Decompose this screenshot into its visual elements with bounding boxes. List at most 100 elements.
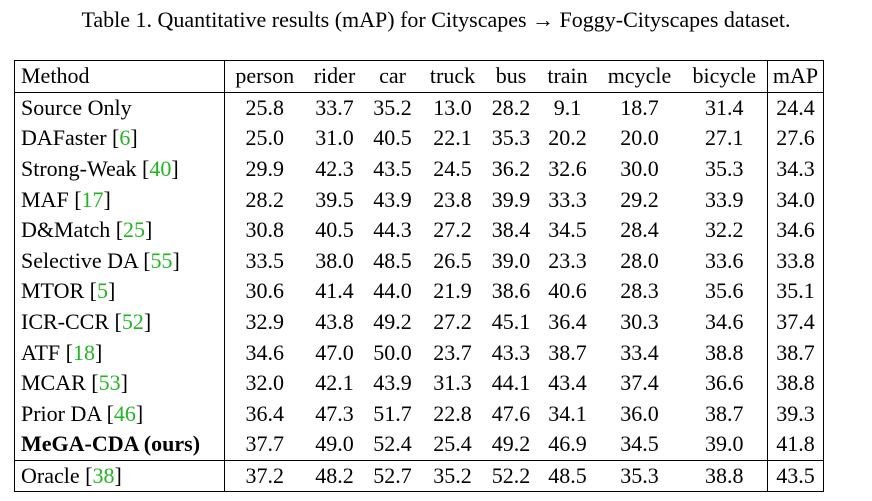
- results-table: Method person rider car truck bus train mcycle b…: [14, 60, 824, 493]
- value-cell-truck: 22.8: [433, 400, 472, 426]
- value-cell-person: 25.8: [245, 94, 285, 120]
- method-name: MTOR: [21, 278, 85, 304]
- value-cell-person: 25.0: [245, 125, 285, 151]
- value-cell-bus: 38.4: [491, 217, 531, 243]
- value-cell-car: 40.5: [373, 125, 412, 151]
- value-cell-car: 52.4: [373, 431, 412, 457]
- value-cell-rider: 40.5: [315, 217, 354, 243]
- method-cell: Oracle [38]: [14, 459, 225, 492]
- value-cell-map: 33.8: [776, 247, 815, 273]
- table-row: DAFaster [6] 25.0 31.0 40.5 22.1 35.3 20.2 20.0…: [14, 123, 824, 154]
- citation-link[interactable]: 38: [92, 463, 115, 489]
- method-cell: Source Only: [14, 92, 225, 124]
- method-cell: Strong-Weak [40]: [14, 153, 225, 185]
- value-cell-mcycle: 33.4: [620, 339, 659, 365]
- method-name: Strong-Weak: [21, 156, 137, 182]
- citation-link[interactable]: 6: [119, 125, 131, 151]
- value-cell-map: 38.7: [776, 339, 815, 365]
- value-cell-bicycle: 27.1: [681, 123, 768, 154]
- column-header-mcycle: mcycle: [597, 60, 682, 93]
- citation-link[interactable]: 18: [72, 339, 95, 365]
- value-cell-map: 41.8: [776, 431, 815, 457]
- value-cell-rider: 31.0: [315, 125, 354, 151]
- column-header-car: car: [364, 60, 421, 93]
- value-cell-rider: 43.8: [315, 309, 354, 335]
- value-cell-train: 32.6: [548, 156, 587, 182]
- citation-link[interactable]: 55: [150, 247, 173, 273]
- citation-link[interactable]: 40: [149, 156, 172, 182]
- value-cell-bicycle: 36.6: [681, 367, 768, 399]
- value-cell-train: 38.7: [548, 339, 587, 365]
- method-cell: Prior DA [46]: [14, 398, 225, 430]
- value-cell-person: 37.2: [224, 459, 305, 492]
- column-header-truck: truck: [420, 60, 485, 93]
- value-cell-train: 9.1: [553, 94, 582, 120]
- value-cell-bicycle: 39.0: [681, 429, 768, 461]
- citation-link[interactable]: 17: [81, 186, 104, 212]
- method-cell: MAF [17]: [14, 184, 225, 215]
- column-header-map: mAP: [767, 60, 824, 93]
- table-row: MTOR [5] 30.6 41.4 44.0 21.9 38.6 40.6 28.3 35.6…: [14, 276, 824, 307]
- citation-link[interactable]: 25: [123, 217, 146, 243]
- value-cell-person: 30.8: [245, 217, 285, 243]
- method-cell: ICR-CCR [52]: [14, 306, 225, 338]
- value-cell-person: 29.9: [245, 156, 285, 182]
- value-cell-rider: 49.0: [315, 431, 354, 457]
- value-cell-car: 35.2: [373, 94, 412, 120]
- value-cell-map: 38.8: [776, 370, 815, 396]
- method-name: ICR-CCR: [21, 309, 110, 335]
- value-cell-bus: 35.3: [491, 125, 531, 151]
- value-cell-map: 37.4: [776, 309, 815, 335]
- value-cell-bus: 45.1: [491, 309, 531, 335]
- value-cell-truck: 22.1: [433, 125, 472, 151]
- value-cell-bicycle: 38.8: [681, 459, 768, 492]
- column-header-person: person: [224, 60, 305, 93]
- method-cell: MeGA-CDA (ours): [14, 429, 225, 461]
- value-cell-truck: 26.5: [433, 247, 472, 273]
- value-cell-train: 34.1: [548, 400, 587, 426]
- value-cell-bus: 47.6: [491, 400, 531, 426]
- table-row: MCAR [53] 32.0 42.1 43.9 31.3 44.1 43.4 37.4 36.…: [14, 367, 824, 399]
- value-cell-bus: 39.0: [491, 247, 531, 273]
- citation-link[interactable]: 53: [98, 370, 121, 396]
- value-cell-truck: 25.4: [433, 431, 472, 457]
- value-cell-mcycle: 36.0: [620, 400, 659, 426]
- value-cell-person: 28.2: [245, 186, 285, 212]
- value-cell-bus: 38.6: [491, 278, 531, 304]
- value-cell-map: 34.6: [776, 217, 815, 243]
- value-cell-mcycle: 28.0: [620, 247, 659, 273]
- method-name: D&Match: [21, 217, 111, 243]
- table-body: Source Only 25.8 33.7 35.2 13.0 28.2 9.1 18.7 31…: [14, 92, 824, 492]
- value-cell-truck: 27.2: [433, 217, 472, 243]
- value-cell-map: 24.4: [776, 94, 815, 120]
- citation-link[interactable]: 5: [97, 278, 108, 304]
- value-cell-mcycle: 18.7: [620, 94, 659, 120]
- value-cell-bus: 43.3: [491, 339, 531, 365]
- value-cell-person: 34.6: [245, 339, 285, 365]
- value-cell-car: 44.3: [373, 217, 412, 243]
- value-cell-car: 43.9: [373, 186, 412, 212]
- value-cell-map: 27.6: [776, 125, 815, 151]
- value-cell-car: 51.7: [373, 400, 412, 426]
- value-cell-train: 33.3: [548, 186, 587, 212]
- value-cell-bicycle: 35.6: [681, 276, 768, 307]
- value-cell-train: 40.6: [548, 278, 587, 304]
- value-cell-car: 43.5: [373, 156, 412, 182]
- value-cell-mcycle: 30.3: [620, 309, 659, 335]
- value-cell-truck: 13.0: [433, 94, 472, 120]
- method-name: ATF: [21, 339, 61, 365]
- value-cell-rider: 41.4: [315, 278, 354, 304]
- value-cell-truck: 24.5: [433, 156, 472, 182]
- value-cell-bicycle: 38.7: [681, 398, 768, 430]
- value-cell-mcycle: 34.5: [620, 431, 659, 457]
- method-name: MAF: [21, 186, 69, 212]
- value-cell-truck: 27.2: [433, 309, 472, 335]
- value-cell-bus: 52.2: [484, 459, 538, 492]
- value-cell-car: 44.0: [373, 278, 412, 304]
- citation-link[interactable]: 46: [113, 400, 136, 426]
- citation-link[interactable]: 52: [121, 309, 144, 335]
- table-row: D&Match [25] 30.8 40.5 44.3 27.2 38.4 34.5 28.4…: [14, 214, 824, 246]
- value-cell-bicycle: 38.8: [681, 337, 768, 368]
- method-name: MeGA-CDA (ours): [21, 431, 201, 457]
- value-cell-person: 32.9: [245, 309, 285, 335]
